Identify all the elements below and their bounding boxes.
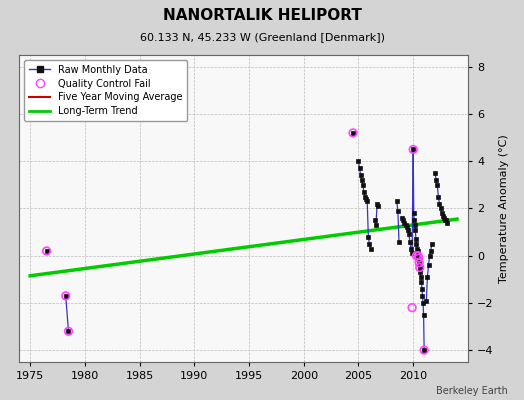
Point	[409, 146, 418, 153]
Text: 60.133 N, 45.233 W (Greenland [Denmark]): 60.133 N, 45.233 W (Greenland [Denmark])	[139, 32, 385, 42]
Point	[420, 347, 428, 353]
Point	[64, 328, 73, 334]
Text: Berkeley Earth: Berkeley Earth	[436, 386, 508, 396]
Point	[414, 252, 422, 259]
Point	[61, 293, 70, 299]
Point	[412, 252, 421, 259]
Point	[42, 248, 51, 254]
Legend: Raw Monthly Data, Quality Control Fail, Five Year Moving Average, Long-Term Tren: Raw Monthly Data, Quality Control Fail, …	[24, 60, 188, 121]
Point	[416, 264, 424, 271]
Point	[408, 304, 416, 311]
Y-axis label: Temperature Anomaly (°C): Temperature Anomaly (°C)	[499, 134, 509, 283]
Point	[415, 260, 423, 266]
Point	[414, 255, 423, 261]
Text: NANORTALIK HELIPORT: NANORTALIK HELIPORT	[162, 8, 362, 23]
Point	[349, 130, 357, 136]
